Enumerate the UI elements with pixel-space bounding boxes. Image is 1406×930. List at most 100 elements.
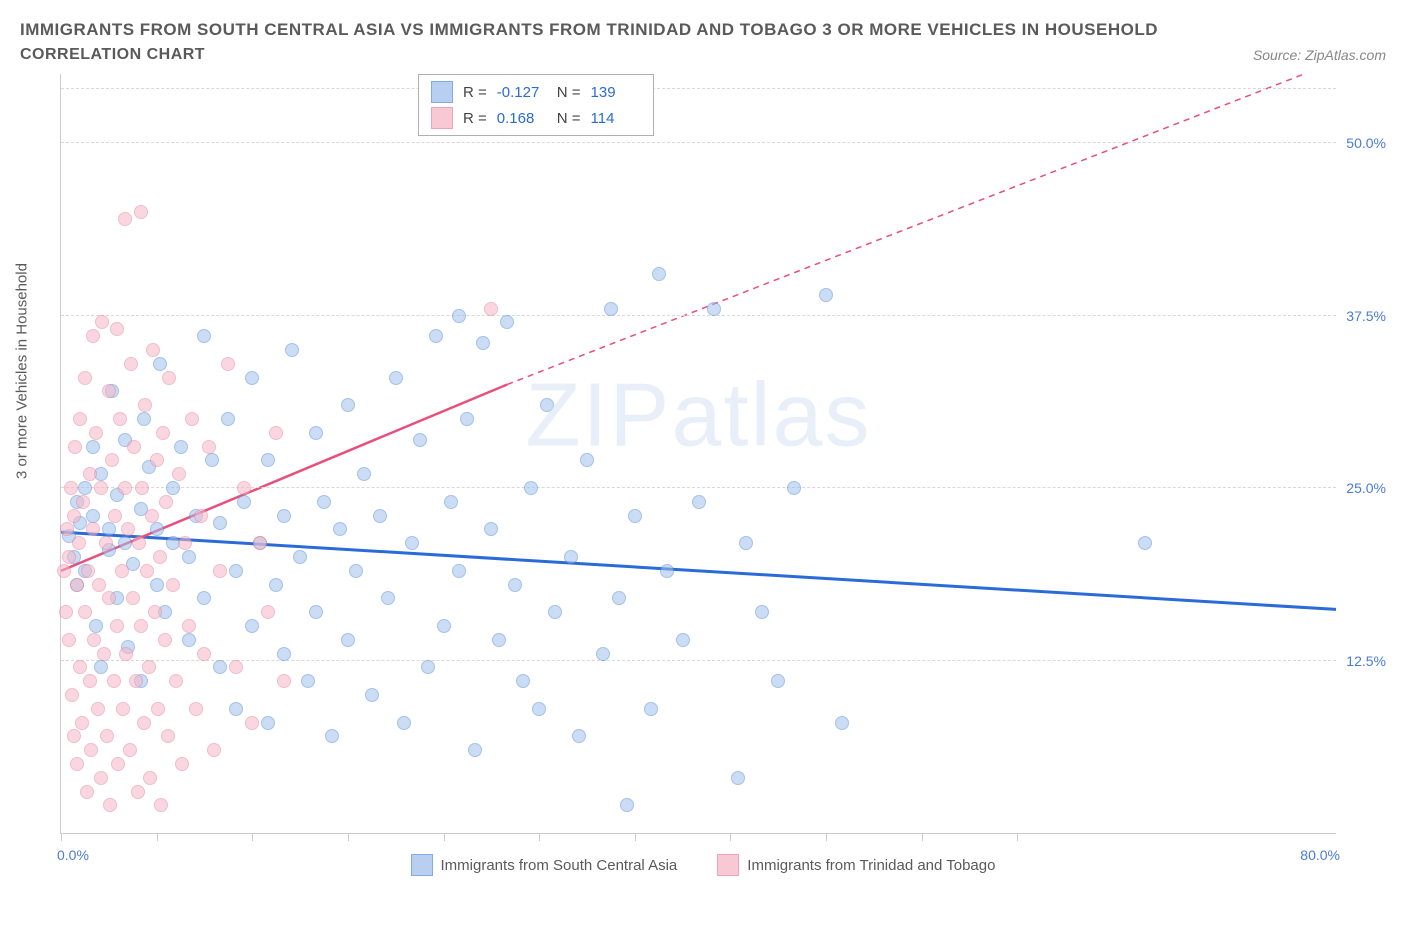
scatter-point	[108, 509, 122, 523]
scatter-point	[103, 798, 117, 812]
scatter-point	[113, 412, 127, 426]
scatter-point	[261, 453, 275, 467]
scatter-point	[182, 633, 196, 647]
scatter-point	[162, 371, 176, 385]
scatter-point	[65, 688, 79, 702]
x-tick	[922, 833, 923, 841]
scatter-point	[169, 674, 183, 688]
x-tick	[539, 833, 540, 841]
x-tick	[1017, 833, 1018, 841]
scatter-point	[333, 522, 347, 536]
scatter-point	[548, 605, 562, 619]
legend-bottom: Immigrants from South Central Asia Immig…	[20, 854, 1386, 876]
scatter-point	[397, 716, 411, 730]
scatter-point	[245, 371, 259, 385]
scatter-point	[644, 702, 658, 716]
scatter-point	[205, 453, 219, 467]
scatter-point	[72, 536, 86, 550]
scatter-point	[64, 481, 78, 495]
scatter-point	[150, 578, 164, 592]
plot-wrap: 3 or more Vehicles in Household ZIPatlas…	[20, 74, 1386, 884]
scatter-point	[161, 729, 175, 743]
scatter-point	[237, 495, 251, 509]
scatter-point	[62, 550, 76, 564]
legend-item-series-b: Immigrants from Trinidad and Tobago	[717, 854, 995, 876]
scatter-point	[508, 578, 522, 592]
scatter-point	[261, 605, 275, 619]
scatter-point	[116, 702, 130, 716]
scatter-point	[437, 619, 451, 633]
scatter-point	[146, 343, 160, 357]
plot-area: ZIPatlas R = -0.127 N = 139 R = 0.168 N …	[60, 74, 1336, 834]
scatter-point	[620, 798, 634, 812]
scatter-point	[787, 481, 801, 495]
scatter-point	[229, 564, 243, 578]
scatter-point	[178, 536, 192, 550]
scatter-point	[87, 633, 101, 647]
scatter-point	[580, 453, 594, 467]
scatter-point	[293, 550, 307, 564]
scatter-point	[194, 509, 208, 523]
scatter-point	[153, 357, 167, 371]
scatter-point	[70, 757, 84, 771]
scatter-point	[151, 702, 165, 716]
scatter-point	[129, 674, 143, 688]
scatter-point	[484, 302, 498, 316]
scatter-point	[172, 467, 186, 481]
scatter-point	[134, 619, 148, 633]
y-tick-label: 12.5%	[1340, 653, 1386, 669]
scatter-point	[612, 591, 626, 605]
legend-swatch-series-b	[431, 107, 453, 129]
scatter-point	[62, 633, 76, 647]
scatter-point	[158, 633, 172, 647]
scatter-point	[604, 302, 618, 316]
scatter-point	[182, 550, 196, 564]
scatter-point	[516, 674, 530, 688]
y-tick-label: 25.0%	[1340, 480, 1386, 496]
scatter-point	[185, 412, 199, 426]
scatter-point	[97, 647, 111, 661]
scatter-point	[1138, 536, 1152, 550]
scatter-point	[78, 605, 92, 619]
x-tick	[444, 833, 445, 841]
x-tick	[157, 833, 158, 841]
legend-swatch-series-a	[431, 81, 453, 103]
scatter-point	[59, 605, 73, 619]
scatter-point	[628, 509, 642, 523]
scatter-point	[127, 440, 141, 454]
scatter-point	[253, 536, 267, 550]
scatter-point	[429, 329, 443, 343]
scatter-point	[660, 564, 674, 578]
scatter-point	[137, 716, 151, 730]
scatter-point	[452, 564, 466, 578]
scatter-point	[148, 605, 162, 619]
gridline	[61, 487, 1336, 488]
scatter-point	[707, 302, 721, 316]
scatter-point	[229, 660, 243, 674]
scatter-point	[277, 509, 291, 523]
scatter-point	[166, 481, 180, 495]
scatter-point	[197, 591, 211, 605]
scatter-point	[492, 633, 506, 647]
legend-r-label: R =	[463, 110, 487, 127]
x-tick	[826, 833, 827, 841]
scatter-point	[444, 495, 458, 509]
watermark-thin: atlas	[671, 365, 871, 465]
scatter-point	[341, 398, 355, 412]
scatter-point	[301, 674, 315, 688]
gridline	[61, 88, 1336, 89]
scatter-point	[421, 660, 435, 674]
scatter-point	[75, 716, 89, 730]
scatter-point	[317, 495, 331, 509]
scatter-point	[89, 426, 103, 440]
x-tick	[730, 833, 731, 841]
scatter-point	[142, 660, 156, 674]
scatter-point	[213, 564, 227, 578]
scatter-point	[484, 522, 498, 536]
y-tick-label: 50.0%	[1340, 135, 1386, 151]
scatter-point	[197, 329, 211, 343]
scatter-point	[67, 729, 81, 743]
legend-stats-row: R = -0.127 N = 139	[431, 79, 641, 105]
scatter-point	[121, 522, 135, 536]
scatter-point	[309, 605, 323, 619]
